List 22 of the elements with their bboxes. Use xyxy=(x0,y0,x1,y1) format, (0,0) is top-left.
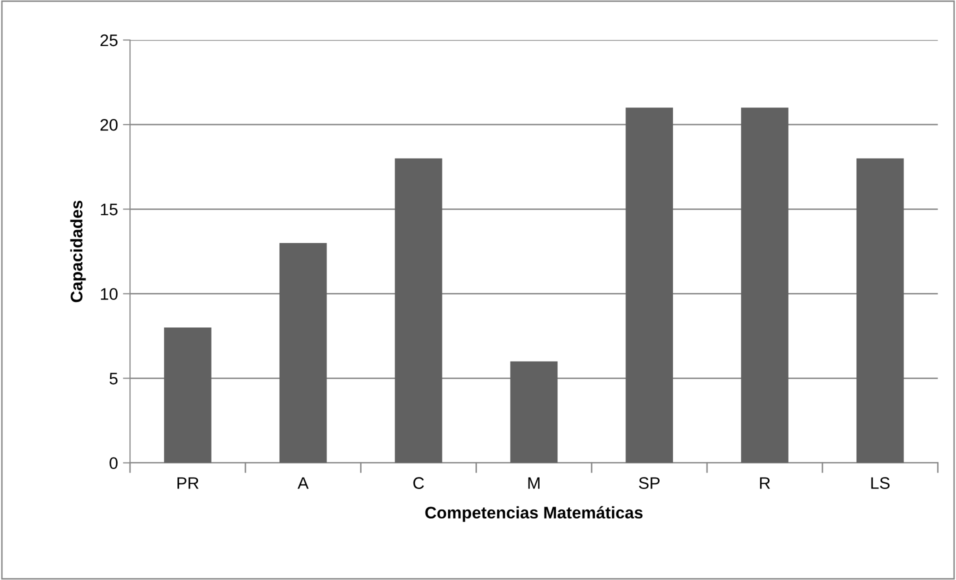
x-tick-label: C xyxy=(413,477,424,489)
x-tick-label: A xyxy=(298,477,309,489)
bar xyxy=(626,108,673,463)
y-tick-label: 20 xyxy=(100,118,118,131)
x-tick-label: M xyxy=(528,477,540,489)
y-tick-label: 10 xyxy=(100,288,118,300)
bar xyxy=(279,242,327,463)
y-tick-label: 5 xyxy=(110,372,118,384)
x-tick-label: R xyxy=(760,477,770,489)
y-tick-label: 15 xyxy=(100,204,118,216)
x-tick-label: SP xyxy=(638,477,660,489)
y-axis-title: Capacidades xyxy=(70,200,86,302)
bar xyxy=(856,158,904,463)
bar xyxy=(394,158,442,463)
bar xyxy=(510,361,558,463)
x-tick-label: PR xyxy=(178,477,199,489)
x-axis-title: Competencias Matemáticas xyxy=(425,506,643,522)
x-tick-label: LS xyxy=(871,477,890,489)
y-tick-label: 0 xyxy=(110,457,118,470)
bar xyxy=(164,328,212,463)
bar xyxy=(741,108,788,463)
y-tick-label: 25 xyxy=(100,34,118,46)
